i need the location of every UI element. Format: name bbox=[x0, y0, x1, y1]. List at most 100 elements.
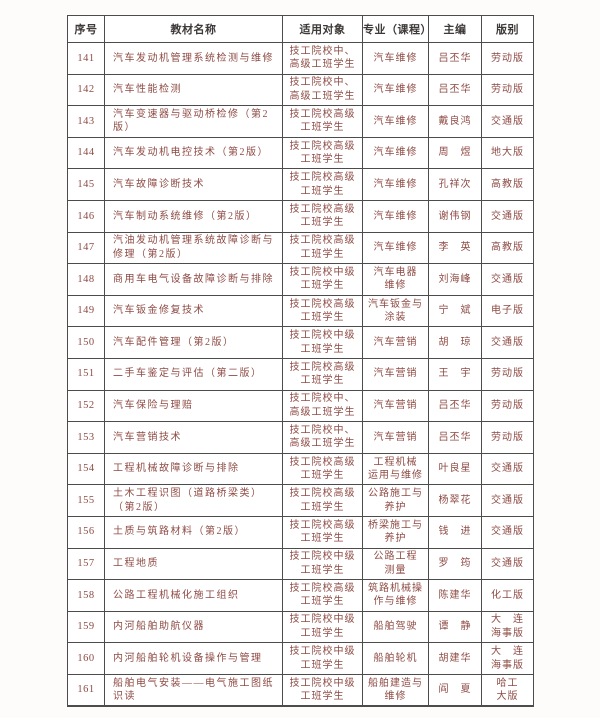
cell-major: 汽车营销 bbox=[362, 326, 429, 359]
cell-name: 内河船舶助航仪器 bbox=[104, 610, 283, 644]
cell-publisher: 大 连 海事版 bbox=[481, 610, 534, 644]
cell-publisher: 哈工 大版 bbox=[481, 673, 534, 707]
cell-editor: 杨翠花 bbox=[428, 484, 482, 517]
cell-publisher: 交通版 bbox=[481, 452, 534, 486]
cell-editor: 刘海峰 bbox=[428, 263, 482, 296]
cell-audience: 技工院校高级 工班学生 bbox=[282, 294, 363, 328]
cell-editor: 戴良鸿 bbox=[428, 105, 482, 138]
cell-editor: 周 煜 bbox=[428, 136, 482, 170]
cell-audience: 技工院校高级 工班学生 bbox=[282, 579, 363, 612]
cell-audience: 技工院校中、 高级工班学生 bbox=[282, 389, 363, 423]
column-header-editor: 主编 bbox=[428, 15, 482, 43]
cell-audience: 技工院校高级 工班学生 bbox=[282, 136, 363, 170]
cell-name: 工程机械故障诊断与排除 bbox=[104, 452, 283, 486]
cell-publisher: 交通版 bbox=[481, 515, 534, 549]
cell-audience: 技工院校中级 工班学生 bbox=[282, 673, 363, 707]
cell-no: 161 bbox=[67, 673, 105, 707]
cell-no: 152 bbox=[67, 389, 105, 423]
cell-editor: 王 宇 bbox=[428, 357, 482, 391]
cell-name: 内河船舶轮机设备操作与管理 bbox=[104, 642, 283, 675]
table-row: 141 汽车发动机管理系统检测与维修 技工院校中、 高级工班学生 汽车维修 吕丕华 劳动版 bbox=[67, 42, 534, 75]
cell-no: 156 bbox=[67, 515, 105, 549]
cell-audience: 技工院校高级 工班学生 bbox=[282, 168, 363, 201]
table-header-row: 序号 教材名称 适用对象 专业（课程） 主编 版别 bbox=[67, 15, 534, 43]
cell-no: 148 bbox=[67, 263, 105, 296]
table-row: 148 商用车电气设备故障诊断与排除 技工院校中级 工班学生 汽车电器 维修 刘海峰 交通… bbox=[67, 263, 534, 296]
cell-audience: 技工院校高级 工班学生 bbox=[282, 452, 363, 486]
cell-major: 汽车营销 bbox=[362, 421, 429, 454]
cell-major: 汽车维修 bbox=[362, 73, 429, 107]
table-row: 146 汽车制动系统维修（第2版） 技工院校高级 工班学生 汽车维修 谢伟钢 交通版 bbox=[67, 199, 534, 233]
cell-major: 汽车维修 bbox=[362, 105, 429, 138]
column-header-publisher: 版别 bbox=[481, 15, 534, 43]
cell-editor: 吕丕华 bbox=[428, 42, 482, 75]
cell-major: 船舶建造与 维修 bbox=[362, 673, 429, 707]
cell-major: 船舶驾驶 bbox=[362, 610, 429, 644]
cell-no: 142 bbox=[67, 73, 105, 107]
cell-name: 汽车保险与理赔 bbox=[104, 389, 283, 423]
cell-name: 汽车制动系统维修（第2版） bbox=[104, 199, 283, 233]
cell-name: 商用车电气设备故障诊断与排除 bbox=[104, 263, 283, 296]
cell-name: 公路工程机械化施工组织 bbox=[104, 579, 283, 612]
cell-publisher: 劳动版 bbox=[481, 389, 534, 423]
cell-no: 141 bbox=[67, 42, 105, 75]
cell-major: 汽车营销 bbox=[362, 389, 429, 423]
table-row: 153 汽车营销技术 技工院校中、 高级工班学生 汽车营销 吕丕华 劳动版 bbox=[67, 421, 534, 454]
cell-name: 船舶电气安装——电气施工图纸 识读 bbox=[104, 673, 283, 707]
cell-name: 汽车变速器与驱动桥检修（第2版） bbox=[104, 105, 283, 138]
cell-major: 桥梁施工与 养护 bbox=[362, 515, 429, 549]
cell-editor: 孔祥次 bbox=[428, 168, 482, 201]
cell-publisher: 化工版 bbox=[481, 579, 534, 612]
cell-no: 143 bbox=[67, 105, 105, 138]
table-row: 160 内河船舶轮机设备操作与管理 技工院校中级 工班学生 船舶轮机 胡建华大 连 海事… bbox=[67, 642, 534, 675]
cell-no: 155 bbox=[67, 484, 105, 517]
cell-audience: 技工院校中级 工班学生 bbox=[282, 610, 363, 644]
table-row: 144 汽车发动机电控技术（第2版） 技工院校高级 工班学生 汽车维修周 煜地大版 bbox=[67, 136, 534, 170]
table-row: 158 公路工程机械化施工组织 技工院校高级 工班学生 筑路机械操 作与维修 陈建华 化工… bbox=[67, 579, 534, 612]
cell-name: 汽油发动机管理系统故障诊断与 修理（第2版） bbox=[104, 231, 283, 265]
cell-audience: 技工院校中级 工班学生 bbox=[282, 326, 363, 359]
table-row: 150 汽车配件管理（第2版） 技工院校中级 工班学生 汽车营销胡 琼交通版 bbox=[67, 326, 534, 359]
cell-no: 151 bbox=[67, 357, 105, 391]
cell-audience: 技工院校高级 工班学生 bbox=[282, 484, 363, 517]
table-row: 159 内河船舶助航仪器 技工院校中级 工班学生 船舶驾驶谭 静大 连 海事版 bbox=[67, 610, 534, 644]
cell-no: 150 bbox=[67, 326, 105, 359]
cell-audience: 技工院校中、 高级工班学生 bbox=[282, 42, 363, 75]
cell-publisher: 劳动版 bbox=[481, 357, 534, 391]
column-header-major: 专业（课程） bbox=[362, 15, 429, 43]
cell-publisher: 高教版 bbox=[481, 168, 534, 201]
cell-name: 汽车发动机管理系统检测与维修 bbox=[104, 42, 283, 75]
cell-publisher: 地大版 bbox=[481, 136, 534, 170]
cell-publisher: 劳动版 bbox=[481, 42, 534, 75]
cell-publisher: 高教版 bbox=[481, 231, 534, 265]
cell-major: 公路施工与 养护 bbox=[362, 484, 429, 517]
table-row: 145 汽车故障诊断技术 技工院校高级 工班学生 汽车维修 孔祥次 高教版 bbox=[67, 168, 534, 201]
cell-name: 汽车营销技术 bbox=[104, 421, 283, 454]
column-header-name: 教材名称 bbox=[104, 15, 283, 43]
cell-publisher: 劳动版 bbox=[481, 73, 534, 107]
cell-publisher: 交通版 bbox=[481, 484, 534, 517]
cell-name: 工程地质 bbox=[104, 547, 283, 581]
cell-name: 汽车性能检测 bbox=[104, 73, 283, 107]
cell-name: 汽车配件管理（第2版） bbox=[104, 326, 283, 359]
cell-publisher: 大 连 海事版 bbox=[481, 642, 534, 675]
cell-no: 160 bbox=[67, 642, 105, 675]
column-header-audience: 适用对象 bbox=[282, 15, 363, 43]
cell-editor: 胡 琼 bbox=[428, 326, 482, 359]
cell-no: 153 bbox=[67, 421, 105, 454]
cell-major: 汽车营销 bbox=[362, 357, 429, 391]
cell-name: 土木工程识图（道路桥梁类） （第2版） bbox=[104, 484, 283, 517]
cell-major: 汽车钣金与 涂装 bbox=[362, 294, 429, 328]
table-row: 155 土木工程识图（道路桥梁类） （第2版） 技工院校高级 工班学生 公路施工与 养… bbox=[67, 484, 534, 517]
table-row: 142 汽车性能检测 技工院校中、 高级工班学生 汽车维修 吕丕华 劳动版 bbox=[67, 73, 534, 107]
cell-publisher: 交通版 bbox=[481, 199, 534, 233]
cell-major: 汽车电器 维修 bbox=[362, 263, 429, 296]
cell-audience: 技工院校中级 工班学生 bbox=[282, 642, 363, 675]
cell-major: 汽车维修 bbox=[362, 42, 429, 75]
cell-no: 146 bbox=[67, 199, 105, 233]
cell-audience: 技工院校中级 工班学生 bbox=[282, 263, 363, 296]
cell-editor: 陈建华 bbox=[428, 579, 482, 612]
cell-editor: 谭 静 bbox=[428, 610, 482, 644]
cell-no: 147 bbox=[67, 231, 105, 265]
